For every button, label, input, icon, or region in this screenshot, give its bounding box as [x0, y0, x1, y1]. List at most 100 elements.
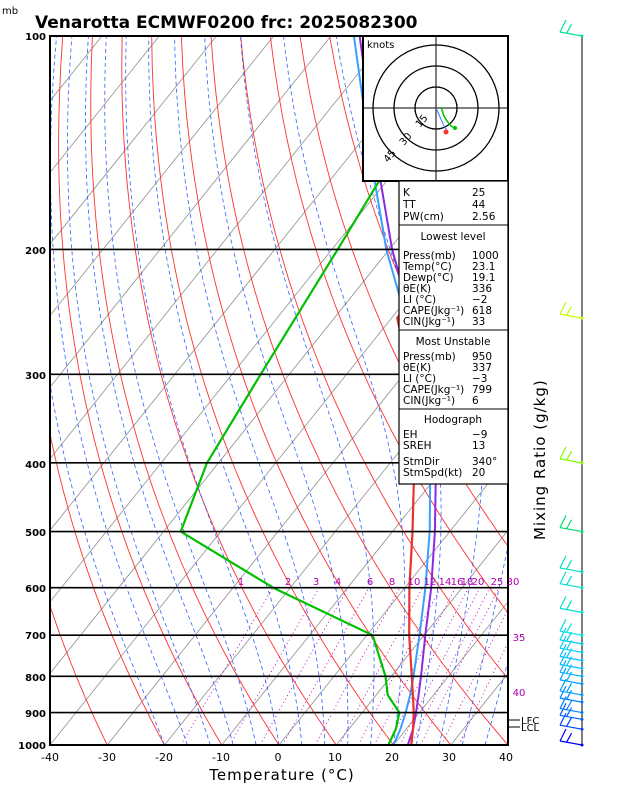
- wind-barb-shaft: [559, 714, 583, 720]
- isotherm: [50, 36, 160, 174]
- wind-barb-dot: [580, 700, 584, 704]
- hodograph-unit: knots: [367, 40, 394, 51]
- wind-barb-flag: [566, 600, 573, 610]
- wind-barb-flag: [559, 301, 567, 315]
- dry-adiabat: [240, 36, 508, 680]
- index-label: Temp(°C): [402, 261, 452, 273]
- right-axis-label: Mixing Ratio (g/kg): [531, 379, 549, 540]
- pressure-tick: 1000: [18, 741, 46, 752]
- wind-barbs: [559, 19, 584, 747]
- wind-barb: [559, 712, 584, 731]
- isotherm: [335, 529, 508, 745]
- index-value: 20: [472, 467, 485, 479]
- dry-adiabat: [567, 36, 618, 745]
- lcl-label: LCL: [521, 723, 540, 734]
- wind-barb: [559, 667, 584, 686]
- mixing-ratio-label: 25: [491, 577, 504, 588]
- mixing-ratio-label: 16: [451, 577, 464, 588]
- index-value: 950: [472, 351, 492, 363]
- wind-barb: [559, 596, 584, 614]
- wind-barb-flag: [566, 682, 573, 693]
- wind-barb-flag: [559, 636, 567, 649]
- wind-barb-flag: [559, 712, 567, 726]
- moist-adiabat: [484, 659, 508, 745]
- wind-barb: [559, 660, 584, 678]
- mixing-ratio-line: [259, 587, 349, 745]
- wind-barb: [559, 696, 584, 715]
- indices-table: K 25 TT 44 PW(cm) 2.56 Lowest level Pres…: [398, 180, 509, 485]
- pressure-tick: 600: [25, 584, 46, 595]
- dry-adiabat: [269, 36, 508, 614]
- index-value: 33: [472, 316, 485, 328]
- isotherm: [106, 243, 508, 745]
- wind-barb-shaft: [559, 583, 583, 589]
- index-label: θE(K): [403, 283, 431, 295]
- profile-line: [358, 36, 437, 745]
- wind-barb-dot: [580, 682, 584, 686]
- wind-barb: [559, 728, 584, 747]
- temperature-axis: -40 -30 -20 -10 0 10 20 30 40: [41, 751, 513, 764]
- wind-barb-shaft: [559, 607, 583, 613]
- isotherm: [50, 36, 217, 245]
- moist-adiabat: [148, 36, 303, 745]
- index-label: Press(mb): [403, 250, 456, 262]
- index-label: CAPE(Jkg⁻¹): [403, 384, 464, 396]
- wind-barb-dot: [580, 570, 584, 574]
- dry-adiabat: [299, 36, 508, 548]
- dry-adiabat: [210, 36, 508, 745]
- index-label: LI (°C): [403, 294, 436, 306]
- mixing-ratio-line: [357, 587, 441, 745]
- wind-barb-shaft: [559, 724, 583, 730]
- index-value: 13: [472, 440, 485, 452]
- moist-adiabat: [461, 36, 508, 745]
- wind-barb-dot: [580, 34, 584, 38]
- wind-barb-shaft: [559, 655, 583, 662]
- mixing-ratio-label: 4: [335, 577, 341, 588]
- dry-adiabat: [121, 36, 337, 745]
- wind-barb-dot: [580, 633, 584, 637]
- isotherm: [50, 171, 508, 745]
- wind-barb-flag: [559, 652, 567, 665]
- isotherm: [50, 36, 446, 531]
- wind-barb-shaft: [559, 663, 583, 670]
- mixing-ratio-label: 12: [424, 577, 437, 588]
- mixing-ratio-label: 18: [461, 577, 474, 588]
- index-value: 19.1: [472, 272, 495, 284]
- wind-barb: [559, 555, 584, 574]
- moist-adiabat: [50, 36, 188, 745]
- isotherm: [50, 36, 275, 317]
- index-value: 6: [472, 395, 479, 407]
- wind-barb-flag: [559, 667, 567, 681]
- wind-barb: [559, 652, 584, 670]
- wind-barb-dot: [580, 316, 584, 320]
- wind-barb: [559, 19, 584, 38]
- pressure-tick: 900: [25, 709, 46, 720]
- wind-barb: [559, 627, 584, 646]
- moist-adiabat: [283, 36, 406, 745]
- mixing-ratio-label: 20: [472, 577, 485, 588]
- wind-barb-flag: [559, 571, 567, 584]
- wind-barb-flag: [566, 623, 573, 633]
- moist-adiabat: [204, 36, 349, 745]
- x-axis-label: Temperature (°C): [208, 766, 354, 784]
- isotherm: [278, 458, 508, 745]
- temperature-tick: 40: [499, 751, 513, 764]
- wind-barb-flag: [559, 660, 567, 673]
- index-value: 799: [472, 384, 492, 396]
- wind-barb-shaft: [559, 647, 583, 653]
- wind-barb-shaft: [559, 31, 583, 37]
- mixing-ratio-line: [229, 587, 320, 745]
- wind-barb-flag: [566, 717, 573, 727]
- pressure-tick: 100: [25, 32, 46, 43]
- wind-barb-dot: [580, 586, 584, 590]
- wind-barb-dot: [580, 693, 584, 697]
- wind-barb-flag: [566, 519, 573, 530]
- index-label: θE(K): [403, 362, 431, 374]
- hodograph-end-marker: [453, 126, 457, 130]
- wind-barb-flag: [566, 306, 573, 316]
- dry-adiabat: [537, 36, 618, 745]
- wind-barb-flag: [559, 19, 567, 33]
- wind-barb-dot: [580, 727, 584, 731]
- dry-adiabat: [151, 36, 394, 745]
- wind-barb-flag: [566, 575, 573, 586]
